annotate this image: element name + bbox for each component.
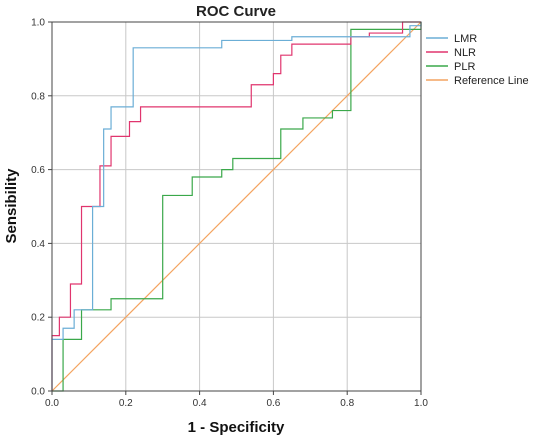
y-tick-label: 0.0 (31, 387, 45, 398)
y-tick-label: 0.4 (31, 239, 45, 250)
x-tick-label: 0.2 (119, 398, 133, 409)
legend-label: LMR (454, 33, 477, 45)
x-axis-label: 1 - Specificity (188, 419, 285, 436)
legend-label: PLR (454, 61, 475, 73)
x-tick-label: 0.6 (266, 398, 280, 409)
y-axis-ticks: 0.0 0.2 0.4 0.6 0.8 1.0 (31, 18, 52, 398)
y-tick-label: 1.0 (31, 18, 45, 29)
x-axis-ticks: 0.0 0.2 0.4 0.6 0.8 1.0 (45, 391, 428, 409)
series-lines (51, 21, 422, 392)
chart-title: ROC Curve (196, 3, 276, 20)
y-tick-label: 0.8 (31, 91, 45, 102)
y-tick-label: 0.2 (31, 313, 45, 324)
legend-label: NLR (454, 47, 476, 59)
plot-frame (51, 21, 422, 392)
y-tick-label: 0.6 (31, 165, 45, 176)
legend: LMR NLR PLR Reference Line (426, 33, 529, 87)
x-tick-label: 0.4 (193, 398, 207, 409)
x-tick-label: 0.8 (340, 398, 354, 409)
series-line-reference-line (51, 21, 422, 392)
legend-label: Reference Line (454, 75, 529, 87)
x-tick-label: 0.0 (45, 398, 59, 409)
x-tick-label: 1.0 (414, 398, 428, 409)
series-line-lmr (51, 22, 422, 391)
y-axis-label: Sensibility (3, 168, 20, 244)
